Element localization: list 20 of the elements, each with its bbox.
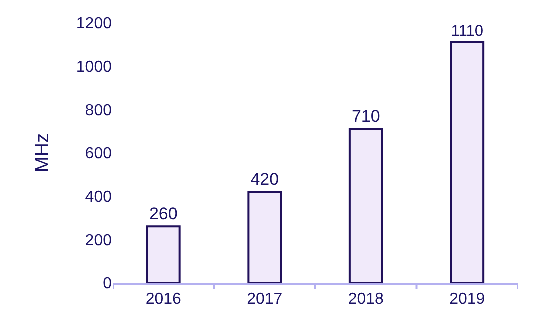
bar [146,226,181,283]
data-label: 420 [250,170,280,189]
bar [450,42,485,283]
y-tick-label: 0 [103,276,112,293]
x-tick-label: 2019 [450,291,486,308]
bar [248,191,282,283]
x-tick-label: 2018 [348,291,384,308]
y-tick-label: 200 [85,232,112,250]
y-tick-label: 600 [85,146,112,163]
x-tick-label: 2016 [146,291,182,308]
y-tick-label: 400 [85,188,112,206]
y-tick-label: 1000 [76,58,112,76]
x-tick-label: 2017 [247,291,283,308]
y-axis-title: MHz [32,133,54,173]
data-label: 260 [149,204,178,224]
data-label: 710 [352,107,380,126]
bar [348,128,384,283]
y-tick-label: 1200 [76,16,112,33]
data-label: 1110 [451,22,484,40]
y-tick-label: 800 [85,102,112,120]
